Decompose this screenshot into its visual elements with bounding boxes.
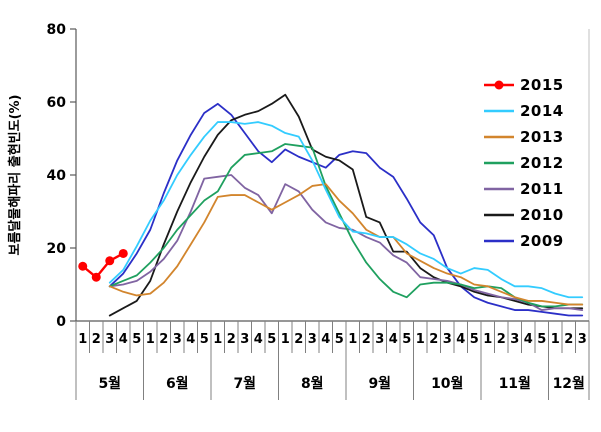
legend-label-2015: 2015 (520, 76, 564, 94)
legend-swatch-2009 (484, 239, 514, 243)
week-label: 5 (132, 332, 141, 347)
week-label: 3 (240, 332, 249, 347)
legend-swatch-2014 (484, 109, 514, 113)
week-label: 2 (227, 332, 236, 347)
week-label: 3 (510, 332, 519, 347)
month-label: 10월 (431, 375, 463, 392)
week-label: 5 (470, 332, 479, 347)
legend-item-2015: 2015 (484, 72, 564, 98)
week-label: 3 (173, 332, 182, 347)
month-label: 5월 (98, 375, 121, 392)
data-point-2015 (78, 261, 88, 271)
week-label: 4 (186, 332, 195, 347)
week-label: 5 (200, 332, 209, 347)
legend-item-2012: 2012 (484, 150, 564, 176)
legend-label-2009: 2009 (520, 232, 564, 250)
week-label: 1 (416, 332, 425, 347)
legend-swatch-2010 (484, 213, 514, 217)
week-label: 3 (578, 332, 587, 347)
y-tick-label: 0 (56, 314, 66, 330)
legend-item-2014: 2014 (484, 98, 564, 124)
legend-item-2009: 2009 (484, 228, 564, 254)
week-label: 1 (146, 332, 155, 347)
legend-marker (494, 80, 504, 90)
data-point-2015 (91, 272, 101, 282)
week-label: 1 (483, 332, 492, 347)
legend-label-2010: 2010 (520, 206, 564, 224)
legend-label-2011: 2011 (520, 180, 564, 198)
data-point-2015 (105, 256, 115, 266)
legend-label-2012: 2012 (520, 154, 564, 172)
month-label: 9월 (368, 375, 391, 392)
y-tick-label: 60 (47, 95, 67, 111)
series-line-2015 (81, 252, 125, 279)
y-tick-label: 20 (47, 241, 67, 257)
week-label: 2 (362, 332, 371, 347)
legend-label-2014: 2014 (520, 102, 564, 120)
week-label: 2 (429, 332, 438, 347)
legend-swatch-2011 (484, 187, 514, 191)
week-label: 5 (402, 332, 411, 347)
data-point-2015 (118, 248, 128, 258)
month-label: 6월 (166, 375, 189, 392)
week-label: 4 (321, 332, 330, 347)
week-label: 2 (159, 332, 168, 347)
week-label: 5 (537, 332, 546, 347)
week-label: 2 (497, 332, 506, 347)
series-line-2013 (108, 183, 584, 306)
legend-label-2013: 2013 (520, 128, 564, 146)
month-label: 12월 (553, 375, 585, 392)
legend-swatch-2013 (484, 135, 514, 139)
legend-swatch-2015 (484, 80, 514, 90)
legend-item-2011: 2011 (484, 176, 564, 202)
week-label: 3 (308, 332, 317, 347)
series-line-2009 (108, 102, 584, 317)
week-label: 4 (456, 332, 465, 347)
week-label: 4 (524, 332, 533, 347)
week-label: 4 (389, 332, 398, 347)
legend-swatch-2012 (484, 161, 514, 165)
y-tick-label: 40 (47, 168, 67, 184)
series-line-2012 (108, 143, 584, 308)
legend-item-2013: 2013 (484, 124, 564, 150)
week-label: 3 (443, 332, 452, 347)
month-label: 11월 (499, 375, 531, 392)
week-label: 1 (348, 332, 357, 347)
week-label: 1 (281, 332, 290, 347)
week-label: 4 (119, 332, 128, 347)
legend-item-2010: 2010 (484, 202, 564, 228)
week-label: 2 (92, 332, 101, 347)
y-tick-label: 80 (47, 22, 67, 38)
week-label: 2 (294, 332, 303, 347)
week-label: 1 (78, 332, 87, 347)
month-label: 7월 (233, 375, 256, 392)
series-line-2014 (108, 121, 584, 299)
week-label: 1 (213, 332, 222, 347)
week-label: 4 (254, 332, 263, 347)
week-label: 3 (105, 332, 114, 347)
legend: 2015 2014 2013 2012 2011 2010 2009 (484, 72, 564, 254)
week-label: 5 (267, 332, 276, 347)
week-label: 5 (335, 332, 344, 347)
week-label: 1 (551, 332, 560, 347)
month-label: 8월 (301, 375, 324, 392)
week-label: 3 (375, 332, 384, 347)
week-label: 2 (564, 332, 573, 347)
